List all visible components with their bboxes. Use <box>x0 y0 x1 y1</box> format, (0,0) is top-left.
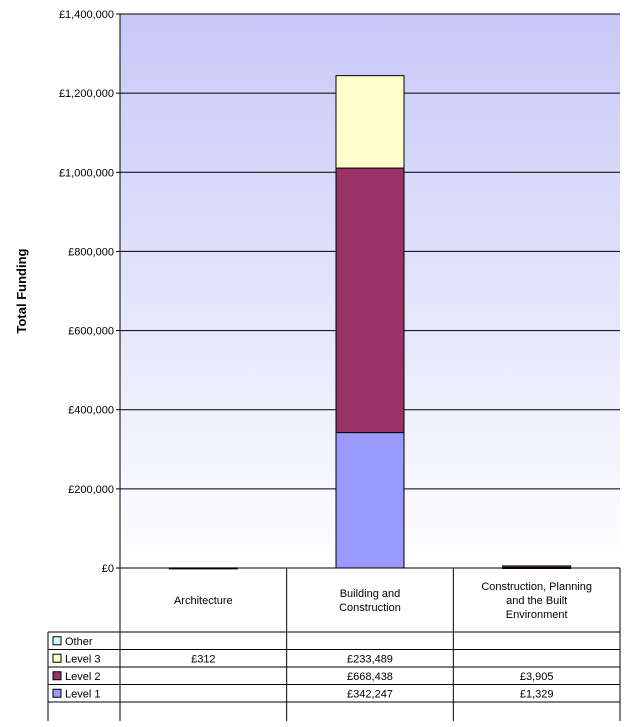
legend-swatch <box>52 688 62 698</box>
category-label: Environment <box>506 609 568 621</box>
legend-swatch <box>52 636 62 646</box>
bar-segment <box>335 167 405 434</box>
y-tick-label: £800,000 <box>68 246 114 258</box>
category-label: Building and <box>340 588 401 600</box>
category-label: Construction <box>339 602 401 614</box>
category-label: Construction, Planning <box>481 581 592 593</box>
legend-label: Level 3 <box>65 653 100 665</box>
data-label: £3,905 <box>520 671 554 683</box>
legend-label: Level 1 <box>65 688 100 700</box>
legend-label: Other <box>65 636 93 648</box>
y-tick-label: £1,000,000 <box>59 167 114 179</box>
legend-swatch <box>52 653 62 663</box>
legend-label: Level 2 <box>65 671 100 683</box>
y-tick-label: £600,000 <box>68 326 114 338</box>
bar-segment <box>335 75 405 169</box>
data-label: £233,489 <box>347 653 393 665</box>
bar-segment <box>502 565 572 568</box>
y-axis-title: Total Funding <box>14 248 29 333</box>
category-label: Architecture <box>174 595 233 607</box>
bar-segment <box>335 432 405 569</box>
y-tick-label: £200,000 <box>68 484 114 496</box>
y-tick-label: £0 <box>102 563 114 575</box>
data-label: £342,247 <box>347 688 393 700</box>
y-tick-label: £400,000 <box>68 405 114 417</box>
legend-swatch <box>52 671 62 681</box>
y-tick-label: £1,400,000 <box>59 9 114 21</box>
y-tick-label: £1,200,000 <box>59 88 114 100</box>
data-label: £312 <box>191 653 215 665</box>
category-label: and the Built <box>506 595 567 607</box>
data-label: £1,329 <box>520 688 554 700</box>
data-label: £668,438 <box>347 671 393 683</box>
